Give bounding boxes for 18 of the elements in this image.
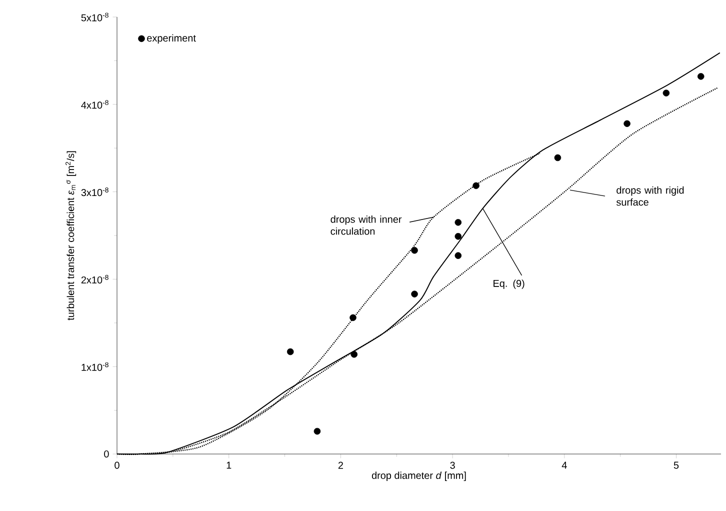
x-tick-label: 1	[226, 462, 232, 469]
y-tick-label: 4x10$^{-8}$	[81, 100, 108, 109]
y-tick-label: 5x10$^{-8}$	[81, 12, 108, 22]
y-tick-label: 0	[104, 450, 109, 458]
y-tick-label: 2x10$^{-8}$	[81, 274, 108, 284]
x-tick-label: 4	[562, 462, 567, 469]
x-tick-label: 0	[114, 462, 120, 469]
x-tick-label: 2	[338, 462, 343, 469]
annotation: Eq. (9)	[494, 280, 524, 289]
y-tick-label: 3x10$^{-8}$	[81, 188, 108, 196]
legend-label: experiment	[147, 34, 196, 44]
y-tick-label: 1x10$^{-8}$	[82, 362, 108, 371]
annotation: drops with inner circulation	[330, 216, 402, 235]
x-axis-title: drop diameter d [mm]	[372, 472, 466, 481]
x-tick-label: 3	[450, 462, 455, 469]
annotation: drops with rigid surface	[616, 186, 684, 206]
y-axis-title: turbulent transfer coefficient ε$_{m}$$^{σ}$ [m$^{2}$/s]	[66, 151, 76, 320]
x-tick-label: 5	[674, 462, 679, 469]
